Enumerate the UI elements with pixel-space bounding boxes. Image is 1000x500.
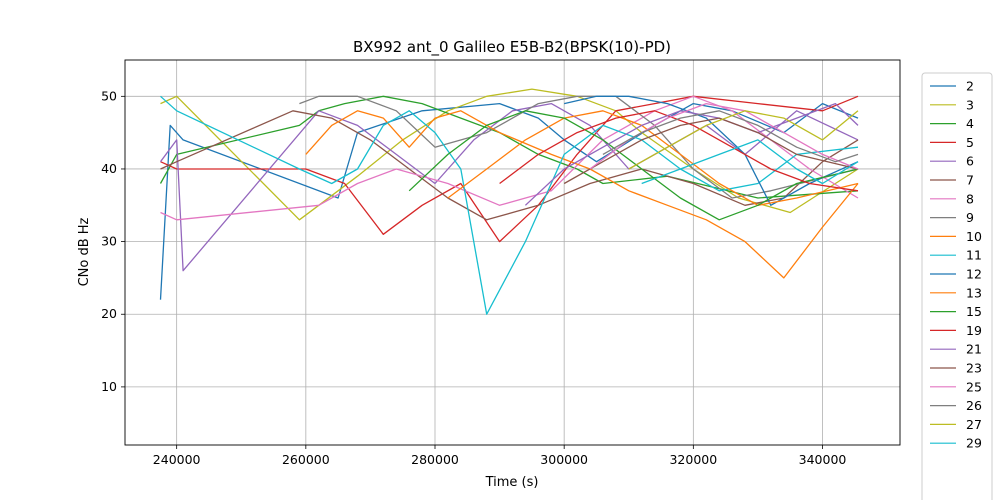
y-tick-label: 40 — [101, 161, 117, 176]
series-layer — [159, 88, 859, 315]
legend-label: 5 — [966, 135, 974, 150]
legend-label: 9 — [966, 210, 974, 225]
series-line-12 — [564, 95, 859, 206]
x-tick-label: 260000 — [282, 452, 330, 467]
legend-label: 21 — [966, 342, 982, 357]
x-ticks: 240000 260000 280000 300000 320000 340000 — [153, 445, 847, 467]
y-tick-label: 30 — [101, 234, 117, 249]
legend-label: 29 — [966, 436, 982, 451]
y-tick-label: 50 — [101, 88, 117, 103]
legend-label: 10 — [966, 229, 982, 244]
legend-label: 15 — [966, 304, 982, 319]
series-line-27 — [628, 110, 859, 170]
series-line-5 — [160, 95, 859, 243]
series-line-15 — [408, 110, 859, 221]
series-line-4 — [159, 95, 859, 199]
legend-label: 2 — [966, 79, 974, 94]
series-line-8 — [160, 95, 859, 221]
series-line-29 — [641, 139, 859, 185]
legend-label: 11 — [966, 248, 982, 263]
series-line-9 — [299, 95, 859, 199]
series-line-3 — [160, 88, 859, 221]
y-tick-label: 10 — [101, 379, 117, 394]
chart-title: BX992 ant_0 Galileo E5B-B2(BPSK(10)-PD) — [353, 38, 671, 57]
series-line-23 — [563, 117, 859, 185]
x-tick-label: 340000 — [799, 452, 847, 467]
legend-label: 12 — [966, 267, 982, 282]
x-axis-title: Time (s) — [485, 475, 539, 490]
series-line-10 — [305, 110, 859, 279]
legend-label: 19 — [966, 323, 982, 338]
legend-label: 3 — [966, 97, 974, 112]
x-tick-label: 320000 — [669, 452, 717, 467]
x-tick-label: 280000 — [411, 452, 459, 467]
legend-label: 6 — [966, 154, 974, 169]
x-tick-label: 300000 — [540, 452, 588, 467]
series-line-26 — [602, 110, 859, 163]
legend-label: 26 — [966, 398, 982, 413]
y-tick-label: 20 — [101, 306, 117, 321]
legend-label: 25 — [966, 379, 982, 394]
series-line-11 — [160, 95, 859, 315]
series-line-19 — [499, 110, 859, 192]
legend-label: 7 — [966, 173, 974, 188]
legend-label: 4 — [966, 116, 974, 131]
legend-label: 27 — [966, 417, 982, 432]
y-axis-title: CNo dB Hz — [77, 217, 92, 286]
legend-label: 23 — [966, 361, 982, 376]
y-ticks: 10 20 30 40 50 — [101, 88, 125, 394]
legend-label: 8 — [966, 191, 974, 206]
series-line-6 — [159, 102, 859, 272]
x-tick-label: 240000 — [153, 452, 201, 467]
legend-label: 13 — [966, 285, 982, 300]
plot-frame — [124, 59, 901, 446]
